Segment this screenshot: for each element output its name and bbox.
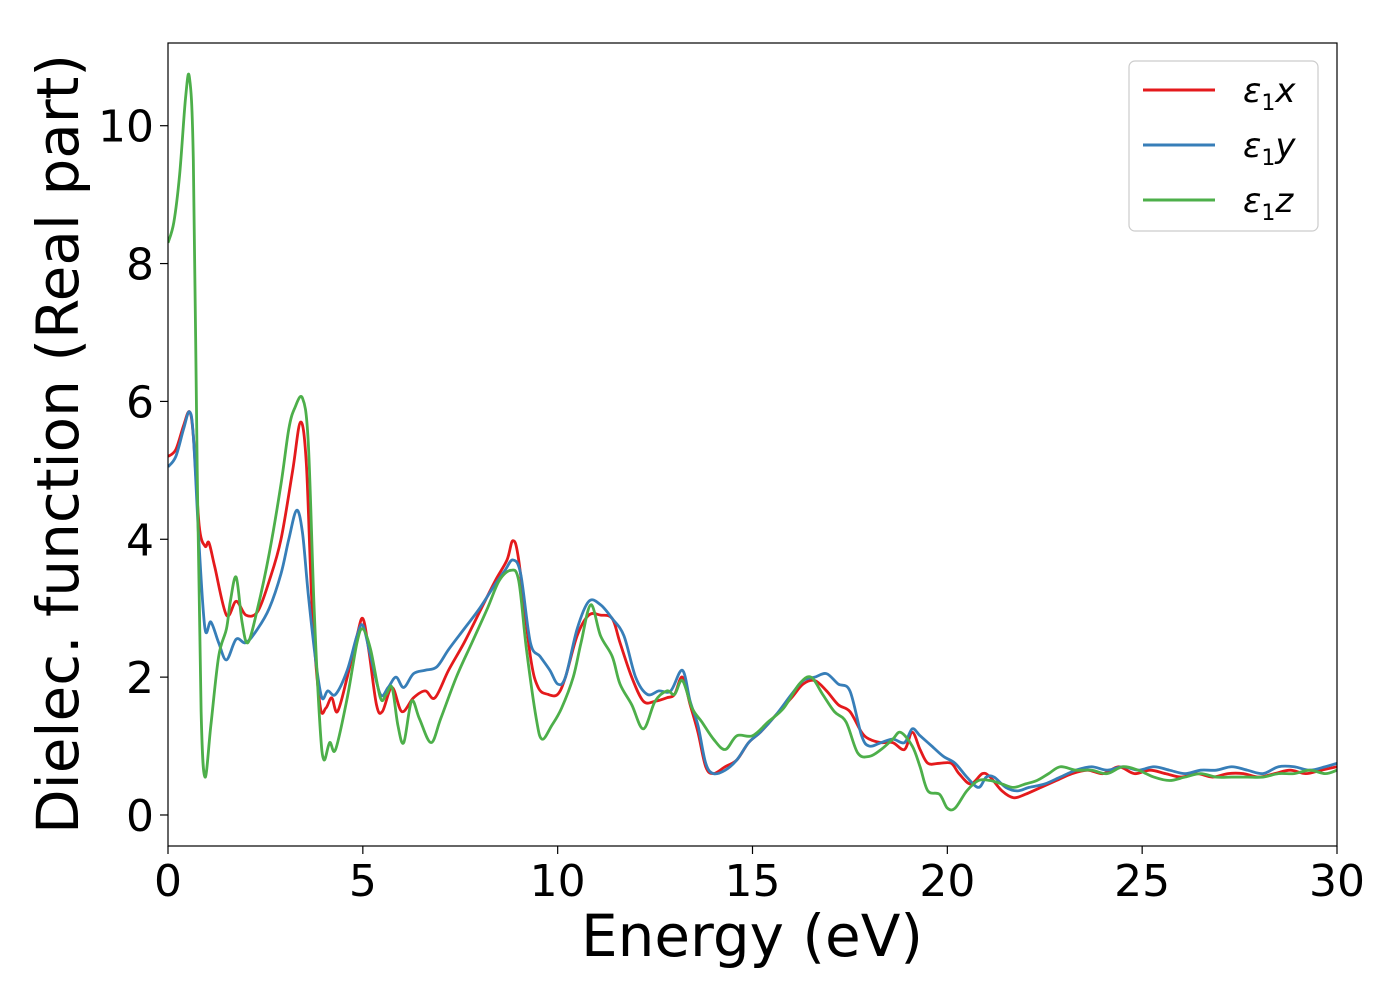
y-tick-label: 4: [126, 515, 154, 566]
x-tick-label: 5: [349, 856, 377, 907]
legend-box: [1128, 60, 1319, 232]
x-axis: 0 5 10 15 20 25 30: [154, 846, 1365, 907]
x-tick-label: 10: [530, 856, 586, 907]
y-tick-label: 6: [126, 377, 154, 428]
x-tick-label: 15: [725, 856, 781, 907]
x-axis-title: Energy (eV): [581, 902, 923, 970]
x-tick-label: 25: [1114, 856, 1170, 907]
series-line-y: [168, 410, 1337, 793]
series-layer: [168, 72, 1337, 812]
y-axis-title: Dielec. function (Real part): [24, 54, 92, 834]
legend-label-x: ε1x: [1243, 71, 1296, 116]
legend-label-y: ε1y: [1243, 126, 1296, 171]
legend-label-z: ε1z: [1243, 181, 1294, 226]
y-axis: 0 2 4 6 8 10: [98, 102, 168, 842]
x-tick-label: 0: [154, 856, 182, 907]
legend: ε1x ε1y ε1z: [1128, 60, 1319, 232]
y-tick-label: 2: [126, 653, 154, 704]
x-tick-label: 30: [1309, 856, 1365, 907]
y-tick-label: 0: [126, 791, 154, 842]
y-tick-label: 10: [98, 102, 154, 153]
series-line-x: [168, 410, 1337, 800]
x-tick-label: 20: [919, 856, 975, 907]
y-tick-label: 8: [126, 240, 154, 291]
series-line-z: [168, 72, 1337, 812]
